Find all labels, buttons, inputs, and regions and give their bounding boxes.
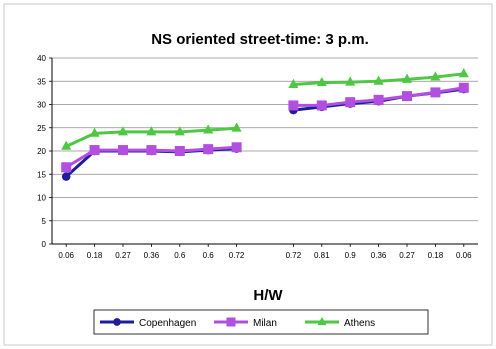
x-tick-label: 0.36 — [371, 251, 387, 260]
series-milan — [61, 82, 469, 173]
legend-box — [93, 309, 429, 335]
data-point — [146, 126, 157, 136]
x-tick-label: 0.6 — [174, 251, 186, 260]
chart-title: NS oriented street-time: 3 p.m. — [151, 31, 369, 48]
data-point — [118, 126, 128, 136]
data-point — [231, 142, 242, 153]
y-tick-label: 40 — [37, 54, 46, 63]
legend-label: Milan — [253, 318, 277, 329]
legend-label: Copenhagen — [139, 318, 196, 329]
data-point — [402, 91, 412, 102]
x-tick-label: 0.72 — [286, 251, 302, 260]
data-point — [458, 68, 469, 78]
legend: Copenhagen Milan Athens — [93, 309, 429, 335]
x-tick-label: 0.9 — [345, 251, 357, 260]
y-tick-label: 10 — [37, 194, 46, 203]
data-point — [89, 145, 100, 156]
x-tick-label: 0.18 — [87, 251, 103, 260]
y-tick-label: 15 — [37, 170, 46, 179]
legend-label: Athens — [344, 318, 375, 329]
data-point — [61, 162, 72, 173]
y-tick-label: 5 — [42, 217, 47, 226]
legend-marker — [113, 318, 121, 326]
x-tick-label: 0.36 — [144, 251, 160, 260]
legend-marker — [226, 317, 236, 327]
data-point — [316, 100, 327, 111]
data-point — [345, 97, 356, 108]
data-point — [458, 82, 469, 93]
data-point — [174, 126, 185, 136]
x-tick-label: 0.72 — [229, 251, 245, 260]
y-tick-label: 30 — [37, 101, 46, 110]
axes: 0 5 10 15 20 25 30 35 40 0.06 0.18 0.27 0.36 0.6 0.6 0.… — [37, 54, 478, 260]
y-tick-label: 20 — [37, 147, 46, 156]
data-point — [430, 71, 441, 81]
data-point — [203, 124, 214, 134]
legend-marker — [317, 316, 327, 326]
data-point — [402, 73, 412, 83]
x-tick-label: 0.6 — [203, 251, 215, 260]
data-point — [231, 122, 242, 132]
series-athens — [61, 68, 469, 150]
y-tick-label: 25 — [37, 124, 46, 133]
data-point — [203, 144, 214, 155]
data-point — [118, 145, 128, 156]
x-tick-label: 0.18 — [428, 251, 444, 260]
data-point — [146, 145, 157, 156]
data-point — [316, 76, 327, 87]
data-point — [61, 140, 72, 150]
data-point — [89, 127, 100, 137]
series-layer — [61, 68, 469, 181]
data-point — [174, 146, 185, 156]
x-tick-label: 0.06 — [58, 251, 74, 260]
x-axis-title: H/W — [253, 287, 283, 304]
data-point — [373, 75, 384, 85]
data-point — [373, 94, 384, 105]
data-point — [345, 76, 356, 86]
x-tick-label: 0.27 — [399, 251, 415, 260]
y-tick-label: 35 — [37, 77, 46, 86]
data-point — [430, 87, 441, 98]
data-point — [61, 172, 71, 181]
y-tick-label: 0 — [42, 240, 47, 249]
data-point — [288, 100, 299, 111]
data-point — [288, 78, 299, 88]
x-tick-label: 0.81 — [314, 251, 330, 260]
x-tick-label: 0.27 — [115, 251, 131, 260]
x-tick-label: 0.06 — [456, 251, 472, 260]
